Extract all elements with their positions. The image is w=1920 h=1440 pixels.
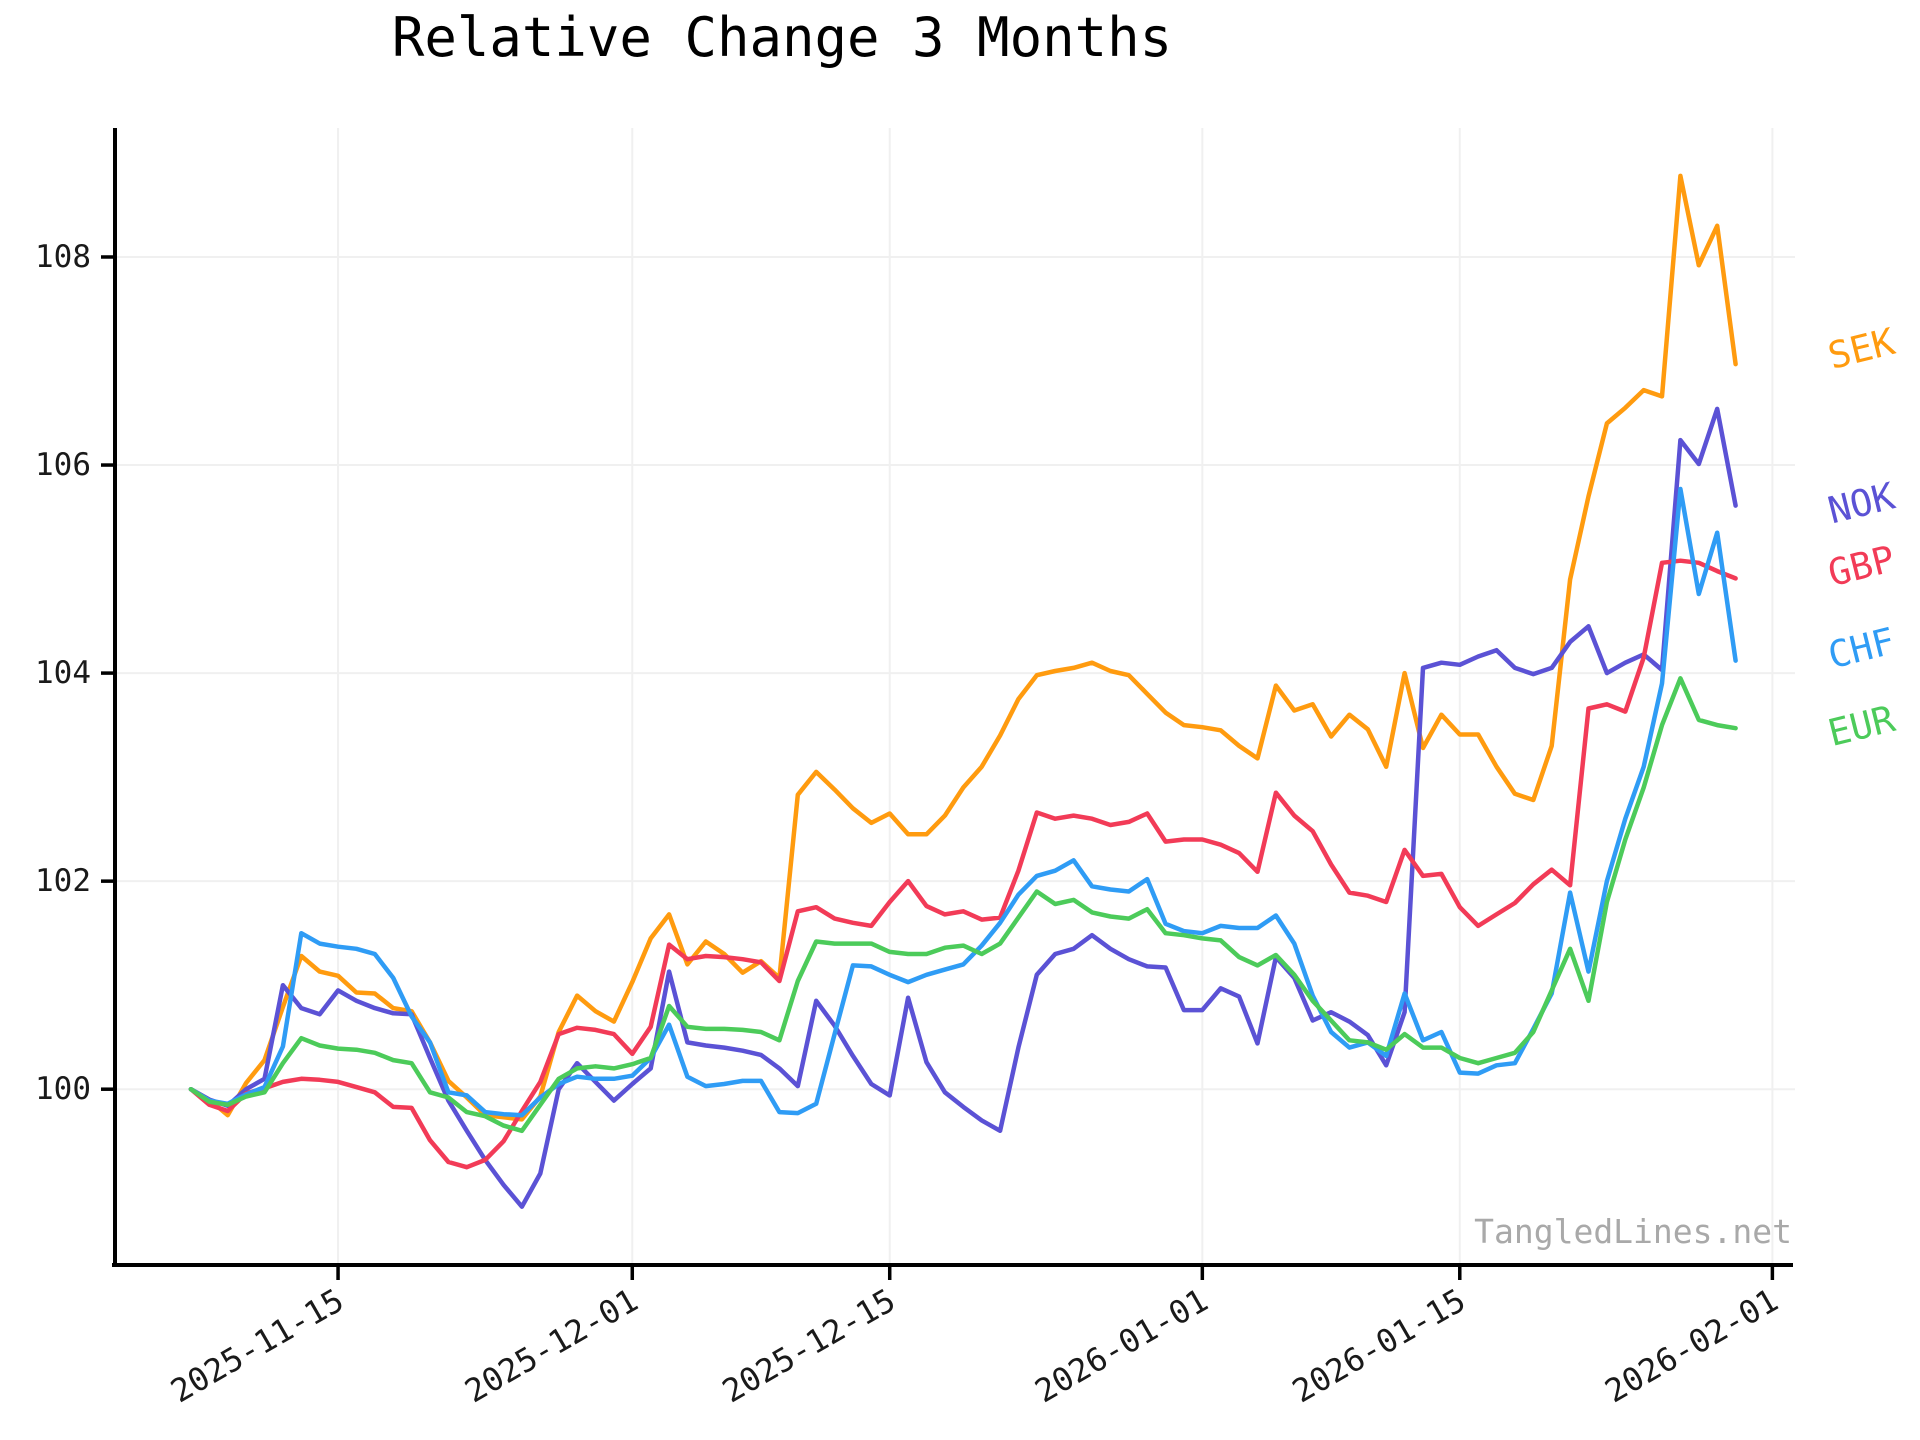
- x-tick-label: 2026-01-15: [1286, 1281, 1472, 1410]
- series-line-sek: [188, 173, 1738, 1122]
- watermark: TangledLines.net: [1474, 1212, 1792, 1251]
- chart-title: Relative Change 3 Months: [391, 6, 1173, 69]
- x-tick-label: 2025-11-15: [164, 1281, 350, 1410]
- y-tick-label: 104: [35, 655, 91, 691]
- legend-label-eur: EUR: [1824, 697, 1900, 755]
- y-tick-label: 100: [35, 1071, 91, 1107]
- x-tick-label: 2025-12-15: [716, 1281, 902, 1410]
- x-tick-label: 2026-01-01: [1028, 1281, 1214, 1410]
- y-tick-label: 106: [35, 447, 91, 483]
- x-tick-label: 2026-02-01: [1599, 1281, 1785, 1410]
- series-line-eur: [188, 676, 1738, 1134]
- x-tick-label: 2025-12-01: [458, 1281, 644, 1410]
- legend-label-nok: NOK: [1824, 474, 1900, 532]
- y-tick-label: 108: [35, 239, 91, 275]
- series-line-gbp: [188, 558, 1738, 1170]
- legend-label-chf: CHF: [1824, 619, 1899, 677]
- series-line-chf: [188, 486, 1738, 1118]
- series-line-nok: [188, 406, 1738, 1209]
- legend-label-gbp: GBP: [1824, 537, 1899, 595]
- y-tick-label: 102: [35, 863, 91, 899]
- legend-label-sek: SEK: [1824, 320, 1900, 378]
